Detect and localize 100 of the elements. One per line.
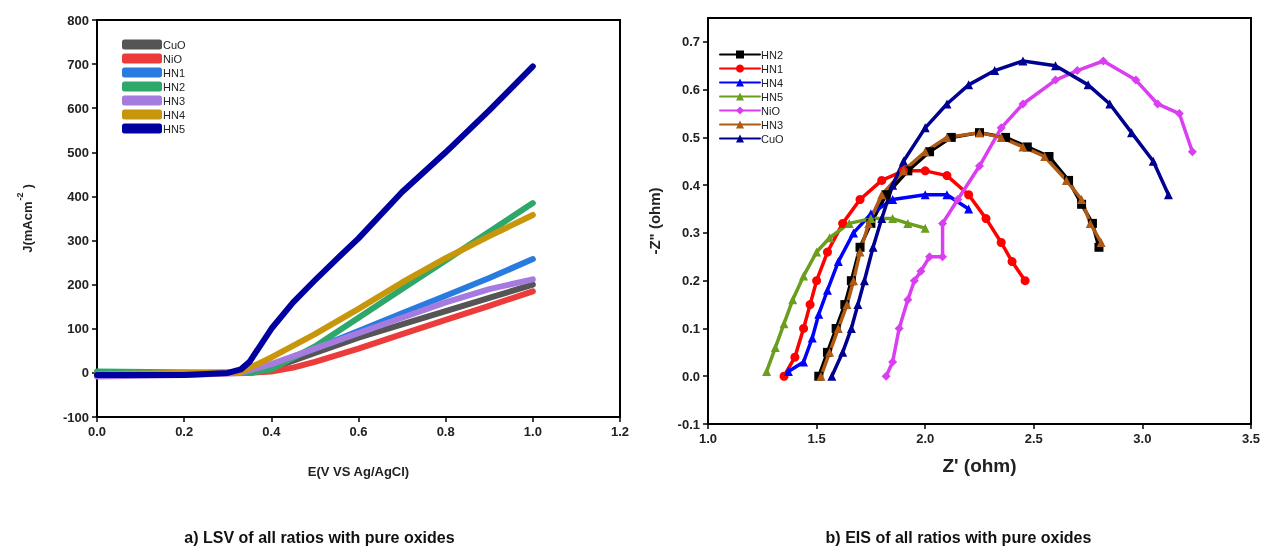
legend-label: HN3: [163, 94, 186, 107]
point: [942, 171, 952, 181]
point: [1148, 156, 1158, 166]
point: [799, 323, 809, 333]
legend-label: CuO: [761, 132, 785, 145]
point: [942, 190, 952, 200]
point: [844, 218, 854, 228]
point: [920, 166, 930, 176]
point: [853, 300, 863, 310]
y-tick-label: 0.1: [681, 320, 700, 336]
y-tick-label: 500: [67, 144, 89, 160]
point: [894, 323, 904, 333]
point: [812, 247, 822, 257]
point: [964, 204, 974, 214]
point: [916, 266, 926, 276]
point: [920, 223, 930, 233]
y-tick-label: 700: [67, 56, 89, 72]
y-tick-label: 0.7: [681, 34, 700, 50]
y-tick-label: 0.0: [681, 368, 700, 384]
point: [888, 214, 898, 224]
y-tick-label: 300: [67, 233, 89, 249]
point: [779, 319, 789, 329]
point: [981, 214, 991, 224]
y-tick-label: 0.6: [681, 82, 700, 98]
point: [1163, 190, 1173, 200]
point: [855, 247, 865, 257]
x-tick-label: 0.6: [349, 424, 368, 439]
x-tick-label: 3.0: [1133, 431, 1152, 446]
point: [822, 285, 832, 295]
legend-label: NiO: [761, 104, 781, 117]
point: [807, 333, 817, 343]
y-tick-label: 0.2: [681, 273, 700, 289]
point: [881, 371, 891, 381]
y-tick-label: 0.5: [681, 129, 700, 145]
point: [909, 276, 919, 286]
x-tick-label: 1.0: [523, 424, 542, 439]
x-tick-label: 1.0: [698, 431, 718, 446]
y-tick-label: 600: [67, 100, 89, 116]
y-tick-label: 100: [67, 321, 89, 337]
text: a) LSV of all ratios with pure oxides: [184, 528, 455, 546]
legend-label: HN3: [761, 118, 784, 131]
point: [888, 180, 898, 190]
point: [1051, 61, 1061, 71]
point: [1007, 257, 1017, 267]
y-axis-title: J(mAcm-2): [14, 184, 35, 253]
point: [1096, 237, 1106, 247]
point: [783, 366, 793, 376]
point: [877, 175, 887, 185]
point: [990, 66, 1000, 76]
y-tick-label: 0.3: [681, 225, 700, 241]
point: [1174, 109, 1184, 119]
text: b) EIS of all ratios with pure oxides: [825, 528, 1092, 546]
legend-label: HN1: [761, 62, 784, 75]
legend-label: HN5: [163, 122, 186, 135]
point: [838, 218, 848, 228]
point: [868, 242, 878, 252]
point: [1187, 147, 1197, 157]
x-tick-label: 3.5: [1241, 431, 1261, 446]
point: [838, 347, 848, 357]
point: [1131, 75, 1141, 85]
point: [1127, 128, 1137, 138]
point: [1077, 195, 1087, 205]
y-tick-label: 400: [67, 188, 89, 204]
point: [805, 300, 815, 310]
x-tick-label: 0.2: [175, 424, 194, 439]
legend-label: HN2: [163, 80, 186, 93]
point: [822, 247, 832, 257]
legend-label: CuO: [163, 38, 187, 51]
point: [888, 357, 898, 367]
legend-label: HN2: [761, 48, 784, 61]
point: [814, 309, 824, 319]
point: [833, 257, 843, 267]
point: [762, 366, 772, 376]
x-tick-label: 2.0: [916, 431, 935, 446]
x-tick-label: 0.8: [436, 424, 455, 439]
point: [849, 228, 859, 238]
point: [996, 123, 1006, 133]
point: [996, 132, 1006, 142]
y-tick-label: 0.4: [681, 177, 701, 193]
point: [1072, 66, 1082, 76]
x-tick-label: 2.5: [1024, 431, 1043, 446]
point: [855, 195, 865, 204]
point: [888, 195, 898, 205]
y-tick-label: 800: [67, 12, 89, 28]
y-tick-label: 0: [81, 365, 89, 381]
legend-label: HN1: [163, 66, 186, 79]
point: [1153, 99, 1163, 109]
point: [790, 352, 800, 362]
point: [898, 156, 908, 166]
x-tick-label: 1.2: [610, 424, 630, 439]
point: [975, 161, 984, 171]
y-tick-label: -100: [62, 409, 89, 425]
legend-label: HN4: [761, 76, 784, 89]
x-axis-title: E(V VS Ag/AgCl): [307, 464, 410, 479]
legend-label: HN4: [163, 108, 186, 121]
point: [1098, 56, 1108, 66]
y-tick-label: -0.1: [677, 416, 700, 432]
point: [964, 190, 974, 200]
legend-label: HN5: [761, 90, 784, 103]
point: [903, 218, 913, 228]
